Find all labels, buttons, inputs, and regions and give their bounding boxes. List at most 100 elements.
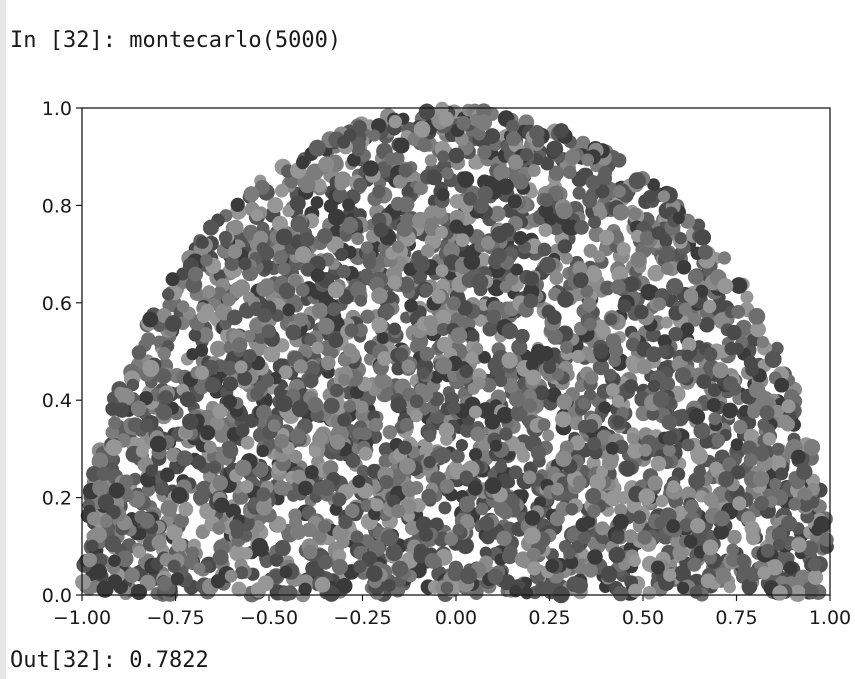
scatter-point [694,229,711,246]
scatter-point [679,518,694,533]
input-line[interactable]: In [32]: montecarlo(5000) [10,28,341,53]
scatter-point [583,244,598,258]
scatter-point [409,394,424,409]
scatter-point [437,150,450,163]
scatter-point [278,586,294,602]
scatter-point [278,282,296,299]
scatter-point [196,308,212,324]
scatter-point [419,283,433,297]
scatter-point [188,328,202,342]
scatter-point [383,579,396,592]
scatter-point [438,422,455,439]
scatter-point [726,325,742,341]
scatter-point [587,436,601,451]
scatter-point [243,186,260,203]
scatter-point [379,303,395,319]
scatter-point [619,460,636,477]
scatter-point [423,456,436,469]
scatter-point [132,545,146,559]
scatter-point [635,405,651,422]
scatter-point [117,387,134,405]
scatter-point [356,465,370,478]
scatter-point [155,368,172,384]
scatter-point [458,496,475,513]
scatter-point [186,546,200,560]
scatter-point [753,445,770,462]
scatter-point [318,520,332,534]
scatter-point [564,555,579,570]
scatter-point [507,194,522,209]
scatter-point [391,504,406,519]
scatter-point [108,482,125,499]
scatter-point [440,581,454,595]
scatter-point [291,469,307,485]
scatter-point [200,254,213,267]
scatter-point [394,347,409,362]
scatter-point [370,498,384,512]
scatter-point [478,515,495,532]
scatter-point [703,492,718,507]
scatter-point [227,244,243,259]
scatter-point [668,327,683,342]
scatter-point [741,578,758,595]
scatter-point [781,399,796,414]
scatter-point [294,312,309,327]
scatter-point [393,174,407,189]
scatter-point [438,111,454,127]
scatter-point [764,350,782,368]
scatter-point [783,561,798,575]
scatter-point [459,470,473,484]
scatter-point [379,475,394,489]
scatter-point [331,558,348,575]
scatter-point [155,482,169,496]
scatter-point [732,496,747,511]
scatter-point [447,565,464,582]
scatter-point [188,266,203,282]
scatter-point [275,395,293,412]
scatter-point [722,402,738,419]
scatter-point [647,264,664,282]
scatter-point [193,562,206,575]
scatter-point [440,433,453,446]
scatter-point [471,273,489,291]
scatter-point [708,411,722,426]
scatter-point [430,370,444,384]
scatter-point [399,457,416,475]
scatter-point [390,196,405,211]
scatter-point [75,574,91,590]
scatter-point [212,475,228,491]
scatter-point [373,222,389,238]
scatter-point [467,329,480,342]
scatter-point [731,342,744,355]
scatter-point [342,198,355,212]
scatter-point [212,521,226,535]
scatter-point [222,394,237,409]
scatter-point [480,235,496,250]
scatter-point [308,445,322,458]
scatter-point [455,439,468,452]
scatter-point [417,138,432,153]
scatter-point [212,286,227,300]
scatter-point [253,541,269,557]
scatter-point [774,377,789,393]
scatter-point [683,288,699,304]
scatter-point [96,466,111,481]
scatter-point [638,443,652,457]
scatter-point [623,276,640,293]
scatter-point [332,187,348,203]
scatter-point [572,475,587,490]
scatter-point [416,366,430,380]
scatter-point [256,499,273,516]
scatter-point [482,321,498,337]
scatter-point [690,518,706,534]
scatter-point [312,529,327,544]
scatter-point [479,546,492,559]
scatter-point [691,218,706,232]
scatter-point [577,419,592,434]
scatter-point [327,281,345,299]
input-code[interactable]: montecarlo(5000) [129,28,342,53]
scatter-point [344,323,359,338]
scatter-point [186,348,199,361]
scatter-point [275,228,293,246]
scatter-point [304,465,319,479]
